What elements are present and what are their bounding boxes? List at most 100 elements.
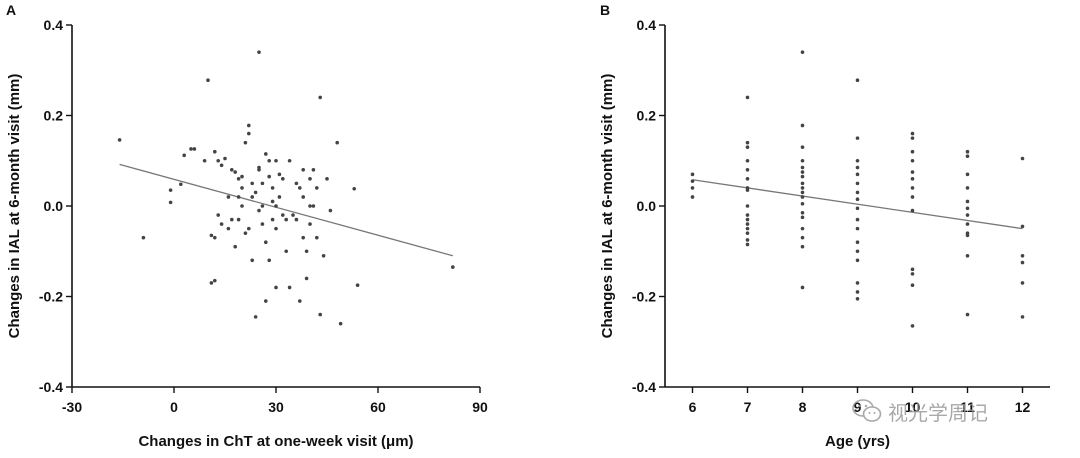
panel-b-point	[745, 231, 750, 235]
panel-a-point	[335, 140, 340, 145]
panel-b-xtick-label: 8	[799, 399, 807, 415]
panel-b-point	[855, 136, 860, 140]
panel-a-label: A	[6, 2, 16, 18]
panel-a-xtick-label: 30	[268, 399, 284, 415]
panel-a-point	[223, 156, 227, 161]
panel-b-point	[965, 172, 970, 177]
panel-a-point	[274, 285, 278, 290]
panel-b-point	[1020, 315, 1025, 319]
panel-b-point	[910, 324, 915, 328]
panel-b-point	[855, 296, 860, 301]
panel-a-point	[308, 177, 312, 181]
watermark: 视光学周记	[852, 394, 1052, 428]
panel-b-point	[910, 177, 915, 181]
panel-b-ytick-label: 0.0	[637, 198, 657, 214]
panel-b-point	[745, 188, 750, 192]
panel-b-point	[800, 170, 805, 174]
panel-a-point	[253, 315, 258, 319]
panel-b-point	[1020, 156, 1025, 161]
panel-b-point	[1020, 281, 1025, 285]
panel-b-point	[965, 222, 970, 226]
panel-a-point	[318, 312, 323, 317]
panel-a-point	[236, 217, 241, 222]
panel-a-point	[338, 321, 343, 326]
panel-b-xtick-label: 9	[854, 399, 862, 415]
panel-a-point	[250, 195, 254, 199]
panel-b-ytick-label: -0.4	[632, 379, 656, 395]
panel-b-point	[965, 199, 970, 204]
panel-a-point	[267, 158, 272, 163]
panel-a-ylabel: Changes in IAL at 6-month visit (mm)	[6, 74, 23, 339]
panel-a-point	[260, 222, 265, 226]
panel-a-xtick-label: 0	[170, 399, 178, 415]
panel-b-point	[800, 181, 805, 186]
panel-b-point	[1020, 224, 1025, 229]
panel-b-point	[1020, 260, 1025, 265]
panel-b-point	[800, 190, 805, 195]
panel-b-point	[855, 172, 860, 177]
panel-b-point	[800, 235, 805, 240]
panel-b-point	[745, 238, 750, 242]
panel-a-point	[318, 95, 323, 100]
panel-a-point	[287, 158, 292, 163]
panel-a-point	[233, 244, 237, 249]
panel-b-point	[745, 145, 750, 149]
panel-a-point	[451, 265, 455, 269]
panel-a-point	[274, 204, 278, 208]
panel-a-point	[264, 152, 268, 156]
panel-b-point	[910, 272, 915, 276]
panel-a-point	[257, 208, 261, 213]
panel-a-ytick-label: 0.0	[44, 198, 64, 214]
panel-b-point	[965, 154, 970, 159]
panel-a-point	[230, 168, 234, 172]
panel-b-point	[690, 186, 695, 190]
panel-b-point	[745, 177, 750, 181]
panel-a-point	[281, 177, 285, 181]
panel-b-point	[910, 149, 915, 154]
panel-b-point	[745, 222, 750, 226]
panel-a-point	[236, 195, 241, 199]
panel-b-point	[800, 123, 805, 128]
panel-b-point	[910, 208, 915, 213]
panel-a-point	[274, 226, 278, 231]
panel-a-point	[325, 177, 329, 181]
panel-a-point	[226, 226, 231, 231]
panel-a-point	[301, 168, 306, 172]
panel-a-point	[304, 276, 309, 281]
panel-a-point	[260, 204, 265, 208]
panel-a-ytick-label: -0.4	[39, 379, 63, 395]
panel-b-point	[800, 226, 805, 231]
panel-a-point	[117, 138, 122, 142]
panel-a-point	[202, 158, 207, 163]
panel-b-point	[855, 290, 860, 294]
panel-a-ytick-label: 0.4	[44, 17, 64, 33]
panel-a-point	[216, 158, 220, 163]
panel-b-ytick-label: -0.2	[632, 289, 656, 305]
panel-a-point	[213, 235, 217, 240]
panel-a-xtick-label: 90	[472, 399, 488, 415]
panel-a-point	[308, 222, 312, 226]
panel-a-point	[328, 208, 333, 213]
panel-b-point	[855, 78, 860, 83]
panel-a-point	[315, 235, 319, 240]
panel-b-point	[855, 158, 860, 163]
panel-a-point	[257, 168, 261, 172]
panel-a-point	[209, 281, 214, 285]
panel-b-xlabel: Age (yrs)	[825, 433, 890, 450]
panel-b-point	[745, 168, 750, 172]
panel-a-point	[287, 285, 292, 290]
panel-b-ytick-label: 0.2	[637, 108, 657, 124]
panel-a-point	[264, 299, 268, 303]
panel-b-point	[690, 179, 695, 183]
panel-a-point	[179, 182, 183, 187]
panel-b-point	[800, 158, 805, 163]
panel-b-point	[745, 213, 750, 217]
panel-a-trendline	[119, 163, 453, 257]
panel-a-point	[141, 235, 146, 240]
panel-a-ytick-label: 0.2	[44, 108, 64, 124]
panel-a-point	[257, 50, 261, 54]
panel-b-point	[855, 165, 860, 170]
panel-b-point	[965, 253, 970, 258]
panel-b-point	[800, 201, 805, 206]
panel-b-xtick-label: 11	[960, 399, 975, 415]
